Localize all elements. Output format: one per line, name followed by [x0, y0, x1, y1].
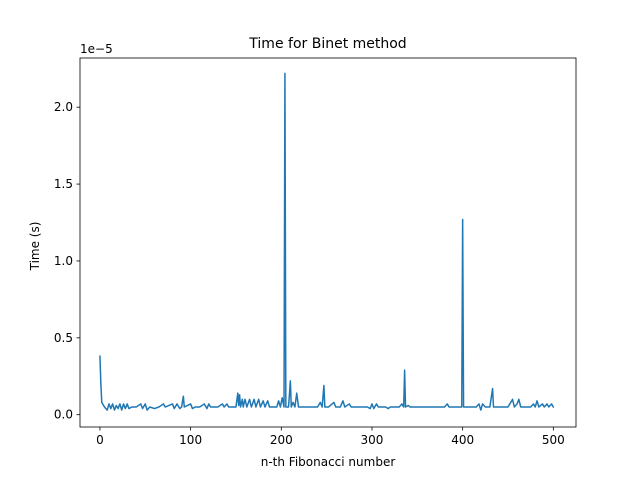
- x-tick-label-2: 200: [270, 433, 293, 447]
- y-tick-label-4: 2.0: [54, 100, 73, 114]
- x-tick-label-0: 0: [96, 433, 104, 447]
- x-tick-label-5: 500: [542, 433, 565, 447]
- y-tick-label-2: 1.0: [54, 254, 73, 268]
- y-tick-label-3: 1.5: [54, 177, 73, 191]
- plot-area: 0 100 200 300 400 500 0.0 0.5 1.0 1.5 2.0: [54, 57, 577, 447]
- series-line-0: [99, 72, 555, 411]
- x-tick-label-1: 100: [179, 433, 202, 447]
- chart-title: Time for Binet method: [248, 36, 406, 52]
- y-offset-label: 1e−5: [80, 42, 113, 56]
- axes-frame: [79, 57, 577, 428]
- y-axis-label: Time (s): [28, 222, 42, 272]
- x-tick-label-4: 400: [451, 433, 474, 447]
- y-tick-label-1: 0.5: [54, 331, 73, 345]
- x-tick-label-3: 300: [361, 433, 384, 447]
- x-axis-label: n-th Fibonacci number: [261, 455, 396, 469]
- y-tick-label-0: 0.0: [54, 408, 73, 422]
